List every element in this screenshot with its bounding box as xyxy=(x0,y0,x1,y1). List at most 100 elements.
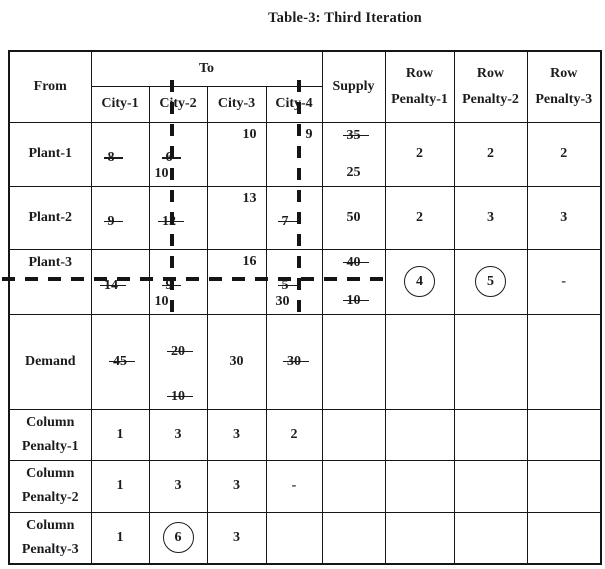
supply-value-old: 35 xyxy=(342,127,369,143)
penalty-value: 1 xyxy=(116,529,124,545)
penalty-value: 2 xyxy=(290,426,298,442)
demand-value: 30 xyxy=(283,353,309,369)
column-penalty-1-label-line1: Column xyxy=(26,414,75,430)
penalty-value: - xyxy=(291,478,297,493)
cell-cp2-supply xyxy=(321,459,386,513)
cell-plant1-row-penalty3: 2 xyxy=(526,121,602,187)
row-penalty-2-label-line1: Row xyxy=(476,65,505,81)
supply-value-new: 10 xyxy=(342,292,369,308)
penalty-value: 3 xyxy=(174,478,182,493)
penalty-value: 1 xyxy=(116,478,124,493)
penalty-value: 2 xyxy=(416,146,423,161)
cell-plant2-row-penalty3: 3 xyxy=(526,185,602,250)
cell-plant1-city2: 6 10 xyxy=(148,121,208,187)
to-header-cell: To xyxy=(90,50,323,87)
supply-value-old: 40 xyxy=(342,254,369,270)
cell-cp3-city3: 3 xyxy=(206,511,267,565)
cell-plant1-row-penalty2: 2 xyxy=(453,121,528,187)
row-penalty-2-header-cell: Row Penalty-2 xyxy=(453,50,528,123)
column-penalty-2-label-line1: Column xyxy=(26,466,75,481)
city-3-header-cell: City-3 xyxy=(206,85,267,123)
cell-cp1-rp2 xyxy=(453,408,528,461)
penalty-value: 3 xyxy=(560,209,568,225)
city-2-header-cell: City-2 xyxy=(148,85,208,123)
cell-demand-row-penalty3 xyxy=(526,313,602,410)
column-penalty-2-label-cell: Column Penalty-2 xyxy=(8,459,92,513)
cell-plant1-city1: 8 xyxy=(90,121,150,187)
city2-column-elimination-dash-line xyxy=(170,80,174,313)
demand-value-new: 10 xyxy=(167,388,193,404)
cell-cp1-city1: 1 xyxy=(90,408,150,461)
city-3-label: City-3 xyxy=(217,96,256,111)
city-4-label: City-4 xyxy=(275,96,313,111)
cell-cp2-city2: 3 xyxy=(148,459,208,513)
row-penalty-1-label-line1: Row xyxy=(405,65,434,81)
city4-column-elimination-dash-line xyxy=(297,80,301,313)
demand-value: 30 xyxy=(229,353,244,369)
column-penalty-1-label-line2: Penalty-1 xyxy=(21,438,79,454)
cell-cp1-rp1 xyxy=(384,408,455,461)
circled-penalty-value: 6 xyxy=(162,522,194,554)
penalty-value: - xyxy=(561,273,567,289)
cost-value: 16 xyxy=(242,253,257,269)
cell-plant3-city4: 5 30 xyxy=(265,248,323,315)
column-penalty-2-label-line2: Penalty-2 xyxy=(21,490,79,505)
transportation-table: From To Supply Row Penalty-1 Row Penalty… xyxy=(8,50,602,565)
demand-value: 45 xyxy=(109,353,135,369)
penalty-value: 2 xyxy=(487,146,494,161)
city-1-label: City-1 xyxy=(101,96,139,111)
cell-plant2-city1: 9 xyxy=(90,185,150,250)
cell-cp1-city4: 2 xyxy=(265,408,323,461)
row-penalty-3-header-cell: Row Penalty-3 xyxy=(526,50,602,123)
row-penalty-3-label-line2: Penalty-3 xyxy=(535,91,593,107)
plant-3-label-cell: Plant-3 xyxy=(8,248,92,315)
penalty-value: 2 xyxy=(560,146,568,161)
column-penalty-3-label-line1: Column xyxy=(26,517,75,533)
cell-cp3-supply xyxy=(321,511,386,565)
row-penalty-3-label-line1: Row xyxy=(550,65,578,81)
cell-plant2-row-penalty1: 2 xyxy=(384,185,455,250)
penalty-value: 2 xyxy=(416,209,423,225)
cell-plant3-row-penalty2: 5 xyxy=(453,248,528,315)
demand-label-cell: Demand xyxy=(8,313,92,410)
cell-cp2-rp2 xyxy=(453,459,528,513)
cell-plant1-row-penalty1: 2 xyxy=(384,121,455,187)
cell-demand-row-penalty1 xyxy=(384,313,455,410)
cell-plant1-supply: 35 25 xyxy=(321,121,386,187)
penalty-value: 3 xyxy=(233,478,240,493)
table-title: Table-3: Third Iteration xyxy=(268,10,422,26)
cost-value: 9 xyxy=(305,126,313,142)
cell-cp1-rp3 xyxy=(526,408,602,461)
cell-cp3-city4 xyxy=(265,511,323,565)
cell-demand-supply xyxy=(321,313,386,410)
from-label: From xyxy=(33,78,67,94)
city-2-label: City-2 xyxy=(159,96,197,111)
cell-plant1-city3: 10 xyxy=(206,121,267,187)
from-header-cell: From xyxy=(8,50,92,123)
cell-demand-city3: 30 xyxy=(206,313,267,410)
cell-cp2-rp3 xyxy=(526,459,602,513)
plant-1-label: Plant-1 xyxy=(28,146,73,161)
column-penalty-1-label-cell: Column Penalty-1 xyxy=(8,408,92,461)
cell-cp1-supply xyxy=(321,408,386,461)
cost-value: 5 xyxy=(277,277,297,293)
cell-plant2-city3: 13 xyxy=(206,185,267,250)
cost-value: 9 xyxy=(103,213,123,229)
supply-label: Supply xyxy=(332,78,375,94)
city-1-header-cell: City-1 xyxy=(90,85,150,123)
plant-1-label-cell: Plant-1 xyxy=(8,121,92,187)
cell-plant3-row-penalty1: 4 xyxy=(384,248,455,315)
cell-cp1-city2: 3 xyxy=(148,408,208,461)
allocation-value: 10 xyxy=(154,165,169,181)
cost-value: 8 xyxy=(103,150,123,165)
penalty-value: 1 xyxy=(116,426,124,442)
plant-3-label: Plant-3 xyxy=(28,254,73,270)
cell-demand-city2: 20 10 xyxy=(148,313,208,410)
cell-plant2-supply: 50 xyxy=(321,185,386,250)
cell-cp3-city2: 6 xyxy=(148,511,208,565)
plant-2-label: Plant-2 xyxy=(28,209,73,225)
plant3-row-elimination-dash-line xyxy=(2,277,389,281)
city-4-header-cell: City-4 xyxy=(265,85,323,123)
circled-penalty-value: 5 xyxy=(475,266,506,297)
